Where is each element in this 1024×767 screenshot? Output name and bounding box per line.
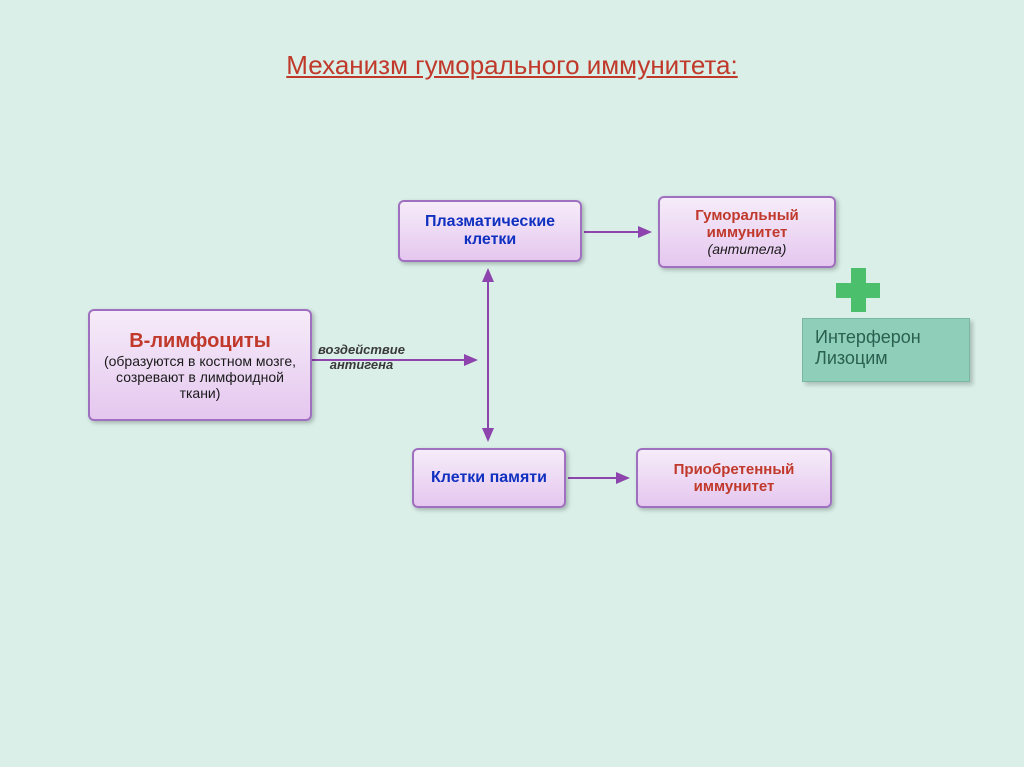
edge-label-antigen: воздействие антигена bbox=[318, 342, 405, 372]
node-memory-cells: Клетки памяти bbox=[412, 448, 566, 508]
node-sublabel: (образуются в костном мозге, созревают в… bbox=[100, 353, 300, 401]
side-box-line2: Лизоцим bbox=[815, 348, 957, 369]
diagram-title: Механизм гуморального иммунитета: bbox=[232, 50, 792, 81]
node-label: Приобретенный иммунитет bbox=[648, 461, 820, 495]
node-label: В-лимфоциты bbox=[129, 330, 271, 353]
node-label: Плазматические клетки bbox=[410, 213, 570, 249]
side-box-line1: Интерферон bbox=[815, 327, 957, 348]
node-sublabel: (антитела) bbox=[708, 241, 787, 257]
node-acquired-immunity: Приобретенный иммунитет bbox=[636, 448, 832, 508]
node-humoral-immunity: Гуморальный иммунитет (антитела) bbox=[658, 196, 836, 268]
node-label: Гуморальный иммунитет bbox=[670, 207, 824, 241]
node-b-lymphocytes: В-лимфоциты (образуются в костном мозге,… bbox=[88, 309, 312, 421]
node-plasma-cells: Плазматические клетки bbox=[398, 200, 582, 262]
side-box-interferon: Интерферон Лизоцим bbox=[802, 318, 970, 382]
plus-icon bbox=[836, 268, 880, 312]
node-label: Клетки памяти bbox=[431, 469, 547, 487]
